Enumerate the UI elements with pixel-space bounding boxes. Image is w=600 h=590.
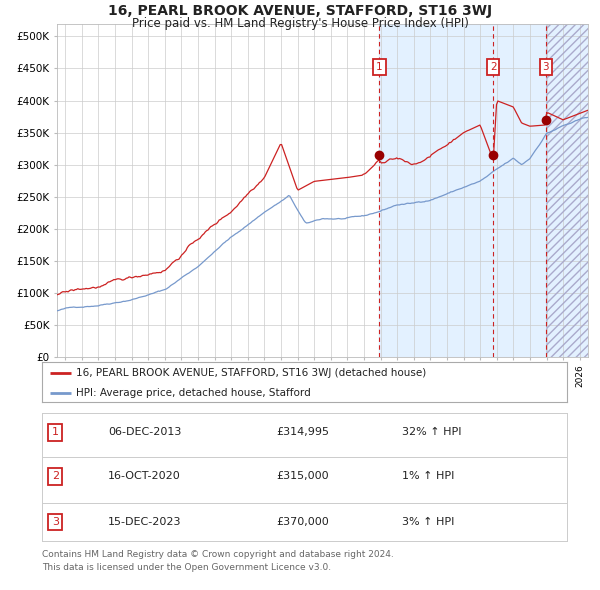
Text: 1: 1 (376, 62, 383, 72)
Text: 3: 3 (542, 62, 549, 72)
Bar (546, 24, 588, 357)
Text: 32% ↑ HPI: 32% ↑ HPI (402, 427, 461, 437)
Text: 06-DEC-2013: 06-DEC-2013 (108, 427, 181, 437)
Text: HPI: Average price, detached house, Stafford: HPI: Average price, detached house, Staf… (76, 388, 311, 398)
Text: 16, PEARL BROOK AVENUE, STAFFORD, ST16 3WJ: 16, PEARL BROOK AVENUE, STAFFORD, ST16 3… (108, 4, 492, 18)
Text: 2: 2 (490, 62, 497, 72)
Text: 16-OCT-2020: 16-OCT-2020 (108, 471, 181, 481)
Text: 16, PEARL BROOK AVENUE, STAFFORD, ST16 3WJ (detached house): 16, PEARL BROOK AVENUE, STAFFORD, ST16 3… (76, 368, 427, 378)
Text: Contains HM Land Registry data © Crown copyright and database right 2024.: Contains HM Land Registry data © Crown c… (42, 550, 394, 559)
Text: £315,000: £315,000 (276, 471, 329, 481)
Text: £370,000: £370,000 (276, 517, 329, 527)
Text: £314,995: £314,995 (276, 427, 329, 437)
Bar (379, 24, 588, 357)
Text: 2: 2 (52, 471, 59, 481)
Text: 3: 3 (52, 517, 59, 527)
Text: 15-DEC-2023: 15-DEC-2023 (108, 517, 182, 527)
Text: 3% ↑ HPI: 3% ↑ HPI (402, 517, 454, 527)
Text: This data is licensed under the Open Government Licence v3.0.: This data is licensed under the Open Gov… (42, 563, 331, 572)
Text: Price paid vs. HM Land Registry's House Price Index (HPI): Price paid vs. HM Land Registry's House … (131, 17, 469, 30)
Text: 1: 1 (52, 427, 59, 437)
Text: 1% ↑ HPI: 1% ↑ HPI (402, 471, 454, 481)
